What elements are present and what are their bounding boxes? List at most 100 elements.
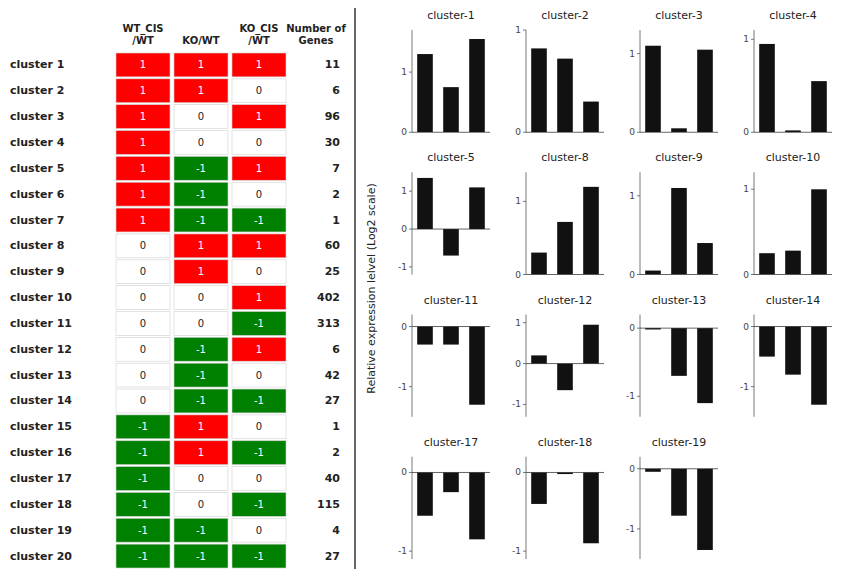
y-tick: [637, 274, 640, 275]
gene-count: 313: [317, 317, 340, 330]
heatmap-cell: [116, 415, 170, 439]
row-label: cluster 14: [10, 394, 72, 407]
bar: [443, 472, 459, 492]
bar: [443, 327, 459, 345]
heatmap-cell: [232, 208, 286, 232]
zero-line: [412, 472, 490, 473]
heatmap-cell: [232, 467, 286, 491]
y-tick-label: 1: [401, 186, 407, 196]
heatmap-cell: [174, 260, 228, 284]
heatmap-cell: [116, 53, 170, 77]
cell-label: -1: [196, 551, 206, 562]
row-label: cluster 19: [10, 524, 72, 537]
bar: [671, 128, 687, 132]
column-header: KO_CIS/WT: [239, 23, 278, 46]
gene-count: 60: [325, 239, 341, 252]
chart-title: cluster-13: [652, 294, 707, 307]
bars: [645, 469, 713, 550]
text-line: KO_CIS: [239, 23, 278, 35]
heatmap-cell: [116, 312, 170, 336]
y-tick: [751, 132, 754, 133]
heatmap-cell: [116, 286, 170, 310]
bars: [417, 327, 485, 405]
y-tick-label: -1: [398, 382, 407, 392]
gene-count: 6: [332, 84, 340, 97]
bar: [811, 327, 827, 405]
y-tick: [523, 322, 526, 323]
y-tick-label: -1: [626, 524, 635, 534]
column-header: KO/WT: [182, 35, 219, 46]
cell-label: -1: [254, 318, 264, 329]
y-tick: [637, 328, 640, 329]
y-tick: [523, 472, 526, 473]
chart-title: cluster-19: [652, 436, 707, 449]
heatmap-cell: [174, 79, 228, 103]
heatmap-cell: [174, 53, 228, 77]
y-tick: [409, 132, 412, 133]
cell-label: 1: [256, 111, 262, 122]
heatmap-cell: [116, 234, 170, 258]
y-tick: [523, 132, 526, 133]
gene-count: 27: [325, 394, 340, 407]
cell-label: 1: [198, 266, 204, 277]
bar: [645, 46, 661, 133]
bar: [759, 253, 775, 274]
text-line: Number of: [286, 23, 346, 34]
bar: [531, 355, 547, 363]
heatmap-cell: [232, 518, 286, 542]
heatmap-cell: [174, 337, 228, 361]
cell-label: 0: [198, 318, 204, 329]
row-label: cluster 20: [10, 550, 72, 563]
bar: [557, 222, 573, 275]
y-tick: [751, 274, 754, 275]
cell-label: 0: [256, 421, 262, 432]
y-tick-label: 0: [629, 464, 635, 474]
y-tick-label: 0: [515, 270, 521, 280]
heatmap-cell: [116, 337, 170, 361]
y-tick-label: 0: [743, 322, 749, 332]
row-label: cluster 10: [10, 291, 72, 304]
y-tick-label: 0: [515, 127, 521, 137]
heatmap-cell: [174, 208, 228, 232]
y-axis-line: [754, 172, 755, 274]
gene-count: 4: [332, 524, 340, 537]
zero-line: [754, 326, 832, 327]
y-tick-label: 0: [743, 270, 749, 280]
bars: [531, 48, 599, 132]
heatmap-cell: [174, 286, 228, 310]
y-tick: [409, 386, 412, 387]
heatmap-cell: [174, 467, 228, 491]
y-tick: [637, 528, 640, 529]
cell-label: 1: [140, 111, 146, 122]
bars: [759, 189, 827, 274]
gene-count: 25: [325, 265, 340, 278]
row-label: cluster 9: [10, 265, 64, 278]
heatmap-cell: [232, 131, 286, 155]
gene-count: 42: [325, 369, 340, 382]
bar: [443, 229, 459, 256]
cell-label: 1: [140, 189, 146, 200]
zero-line: [526, 132, 604, 133]
bar-chart: cluster-19 -1 0: [626, 436, 718, 559]
y-tick-label: 0: [515, 359, 521, 369]
bar-chart: cluster-801: [515, 151, 604, 279]
heatmap-cell: [232, 415, 286, 439]
chart-title: cluster-8: [541, 151, 589, 164]
bar-chart: cluster-12-101: [512, 294, 604, 417]
y-tick: [409, 266, 412, 267]
zero-line: [640, 274, 718, 275]
y-tick: [523, 404, 526, 405]
y-tick-label: 1: [401, 67, 407, 77]
bar: [531, 253, 547, 275]
gene-count: 1: [332, 420, 340, 433]
heatmap-cell: [174, 415, 228, 439]
heatmap-cell: [174, 312, 228, 336]
y-tick: [409, 72, 412, 73]
y-tick: [751, 326, 754, 327]
cell-label: 0: [198, 499, 204, 510]
cell-label: -1: [196, 215, 206, 226]
bar-chart: cluster-13-10: [626, 294, 718, 417]
bar: [697, 469, 713, 550]
bars: [645, 328, 713, 403]
cell-label: -1: [196, 189, 206, 200]
